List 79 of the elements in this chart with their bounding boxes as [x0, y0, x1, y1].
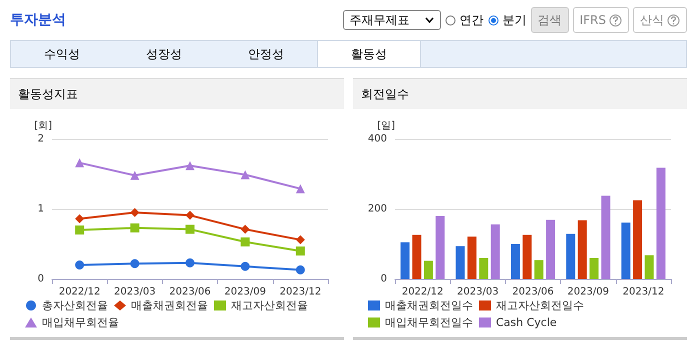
point	[75, 226, 84, 234]
point	[240, 170, 250, 180]
point	[186, 161, 194, 170]
point	[75, 260, 84, 270]
bar	[633, 200, 642, 279]
x-tick-label: 2022/12	[58, 286, 100, 298]
y-tick-label: 2	[38, 134, 44, 144]
legend-label: 매입채무회전율	[42, 316, 119, 329]
legend-label: 총자산회전율	[42, 299, 108, 312]
x-tick-label: 2023/09	[224, 286, 266, 298]
bar	[644, 255, 654, 279]
point	[296, 246, 305, 256]
y-tick-label: 0	[380, 274, 387, 284]
legend-label: 재고자산회전율	[231, 299, 308, 312]
text: 성장성	[145, 46, 183, 62]
bar	[456, 246, 465, 279]
text: 검색	[530, 7, 569, 33]
legend-label: 매출채권회전율	[131, 299, 208, 312]
y-tick-label: 1	[38, 204, 44, 214]
point	[240, 224, 250, 234]
point	[240, 262, 250, 271]
bar	[467, 236, 476, 279]
text: 투자분석	[10, 11, 67, 29]
bar	[534, 260, 544, 279]
x-tick-label: 2023/03	[114, 286, 156, 298]
text: 연간	[460, 12, 484, 28]
y-tick-label: 0	[38, 274, 44, 284]
bar	[566, 234, 576, 279]
point	[186, 210, 194, 220]
bar	[400, 242, 410, 279]
x-tick-label: 2022/12	[402, 286, 444, 298]
point	[186, 258, 194, 268]
bar	[510, 244, 520, 279]
text: 안정성	[247, 46, 285, 62]
legend-label: 매입채무회전일수	[385, 316, 473, 329]
bar	[590, 258, 599, 279]
bar	[490, 224, 500, 279]
point	[75, 158, 84, 168]
x-tick-label: 2023/12	[622, 286, 664, 298]
text: IFRS	[572, 7, 629, 33]
text: 주재무제표	[350, 12, 410, 28]
bar	[436, 216, 445, 279]
bar	[412, 234, 422, 279]
bar	[621, 222, 630, 279]
x-tick-label: 2023/03	[457, 286, 499, 298]
point	[296, 235, 305, 244]
legend-label: 매출채권회전일수	[385, 299, 473, 312]
text: 분기	[502, 12, 527, 28]
bar	[479, 258, 488, 279]
legend-label: Cash Cycle	[496, 316, 557, 329]
y-axis-title: [회]	[34, 120, 52, 132]
y-tick-label: 200	[368, 204, 387, 214]
x-tick-label: 2023/12	[280, 286, 322, 298]
legend-label: 재고자산회전일수	[496, 299, 584, 312]
point	[130, 170, 140, 180]
point	[296, 265, 305, 274]
bar	[601, 196, 610, 279]
bar	[522, 234, 532, 279]
text: 활동성	[317, 41, 421, 67]
bar	[424, 260, 433, 279]
chart-title: 회전일수	[353, 78, 687, 109]
point	[240, 237, 250, 246]
x-tick-label: 2023/06	[512, 286, 554, 298]
text: 수익성	[43, 46, 81, 62]
bar	[656, 168, 666, 279]
text: 산식	[633, 7, 687, 33]
point	[130, 259, 140, 268]
x-tick-label: 2023/09	[567, 286, 609, 298]
point	[186, 224, 194, 234]
point	[296, 184, 305, 194]
bar	[546, 220, 556, 279]
bar	[578, 220, 587, 279]
x-tick-label: 2023/06	[169, 286, 211, 298]
point	[75, 214, 84, 224]
point	[130, 223, 140, 232]
point	[130, 208, 140, 217]
chart-title: 활동성지표	[10, 78, 344, 109]
y-axis-title: [일]	[377, 120, 396, 132]
y-tick-label: 400	[368, 134, 387, 144]
